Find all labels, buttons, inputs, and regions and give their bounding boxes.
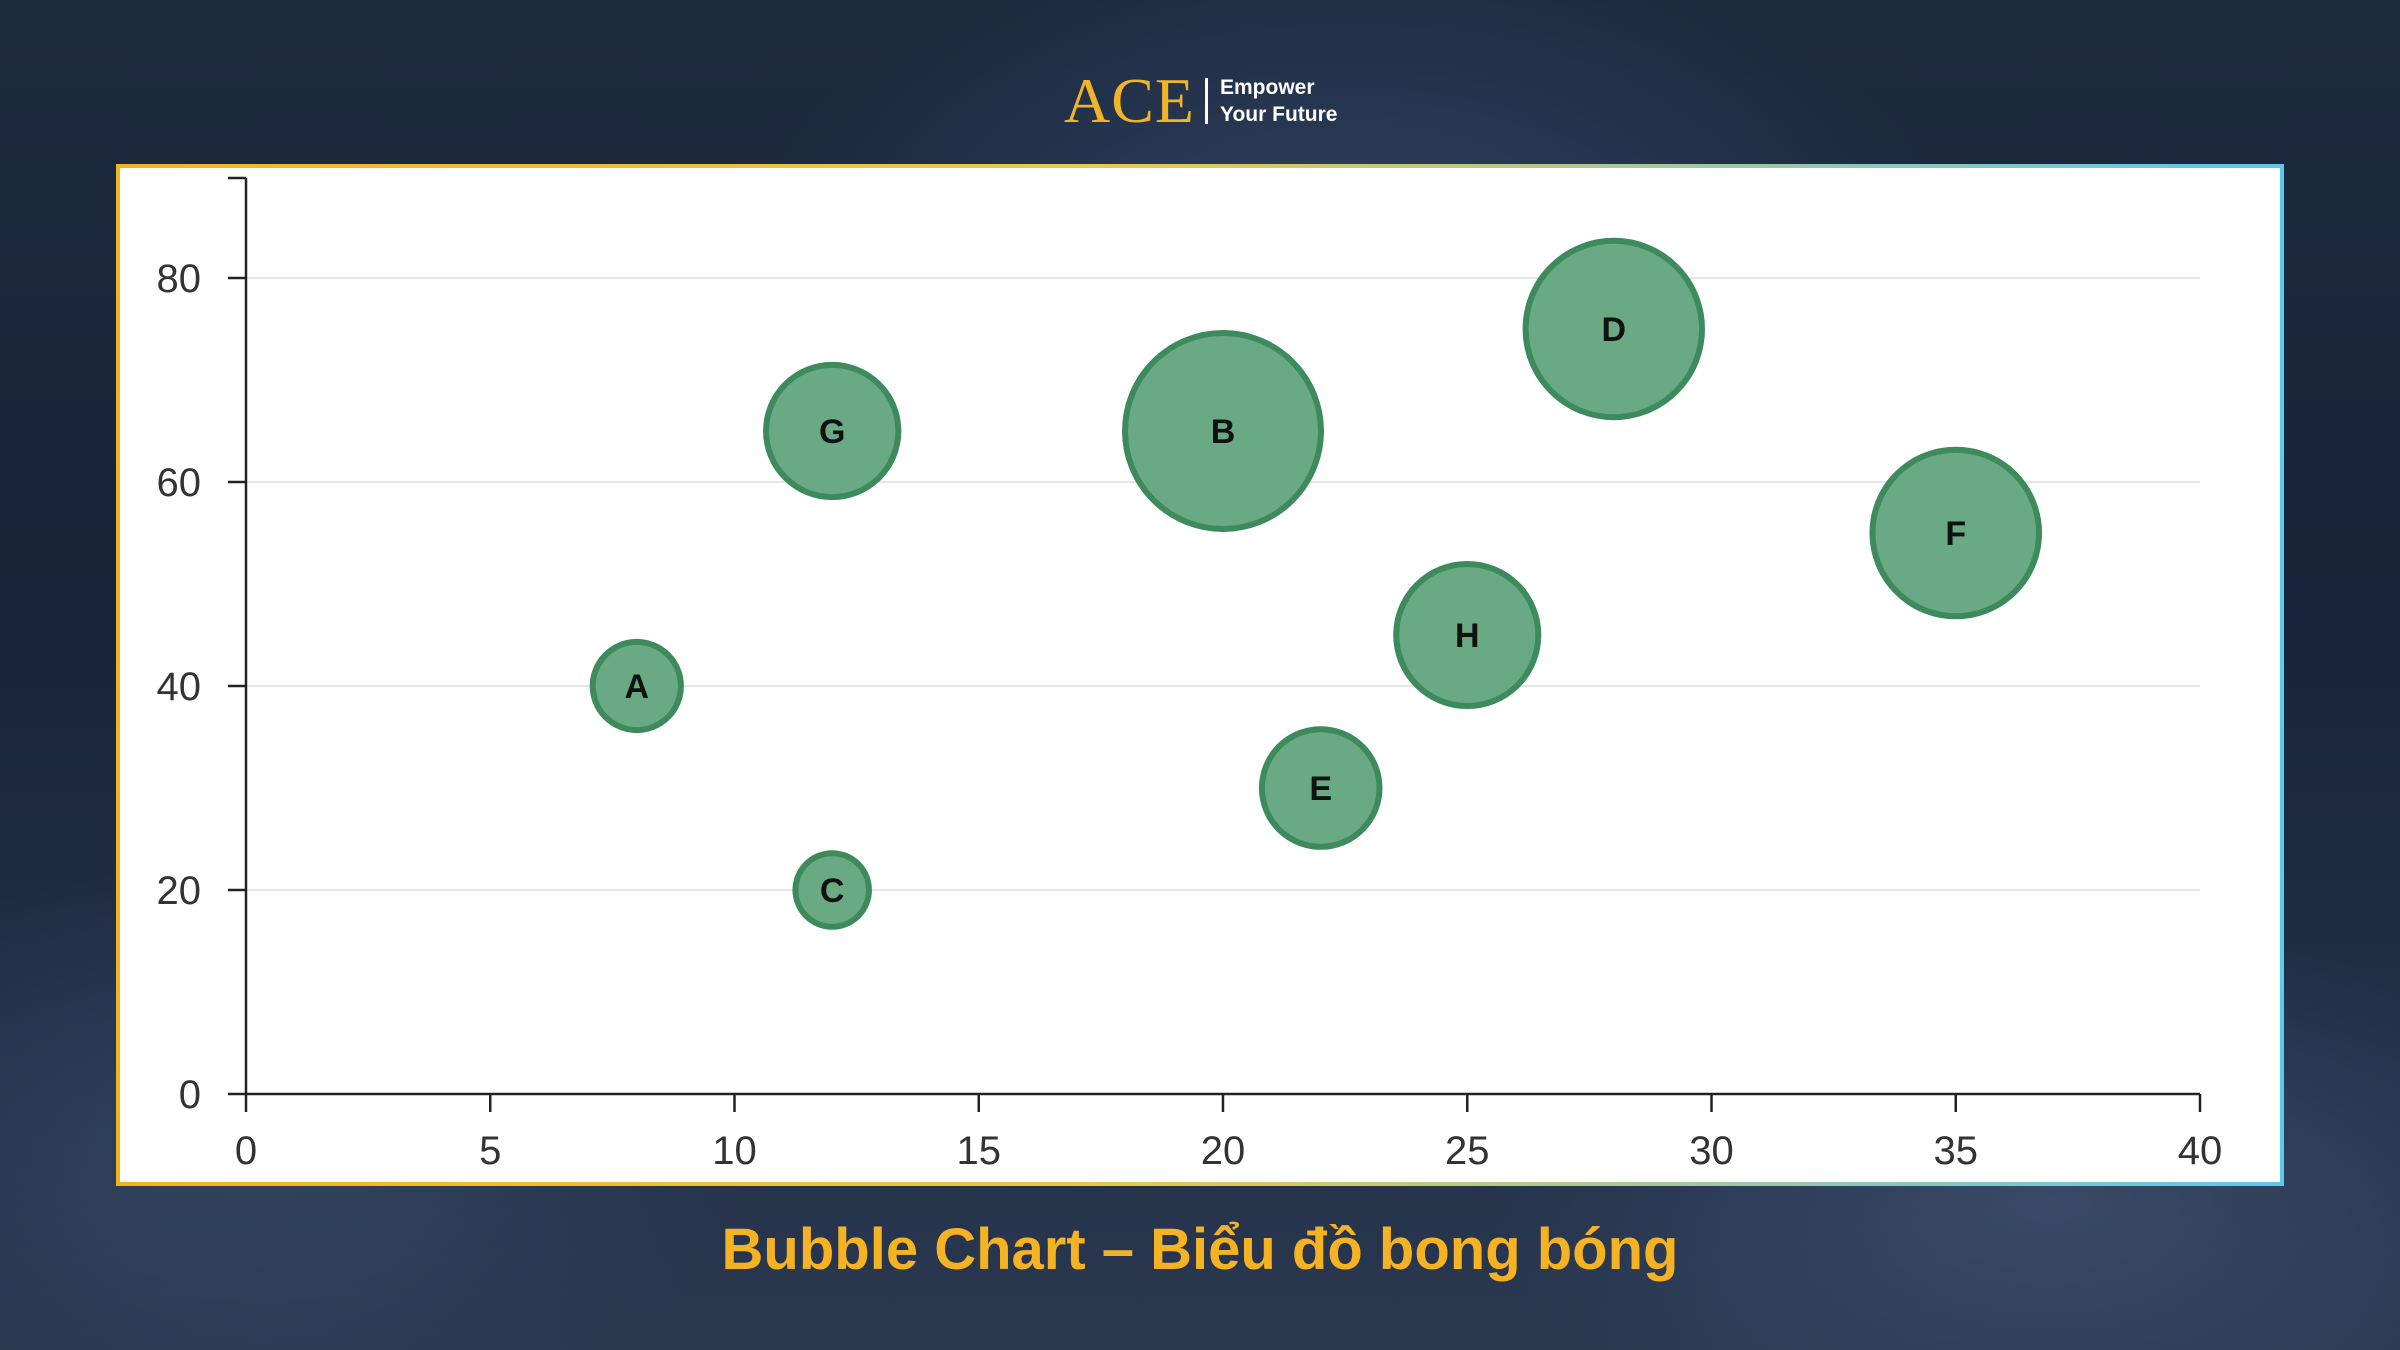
x-tick-label: 15: [957, 1129, 1002, 1173]
bubble-circle: [1522, 237, 1706, 421]
logo-divider: [1205, 78, 1208, 124]
bubble-label: A: [625, 668, 650, 706]
bubble-label: B: [1211, 413, 1236, 451]
bubble-label: D: [1602, 311, 1627, 349]
y-tick-label: 0: [179, 1073, 201, 1117]
bubble-e: E: [1258, 726, 1383, 850]
x-tick-label: 0: [235, 1129, 257, 1173]
x-tick-label: 30: [1689, 1129, 1734, 1173]
bubble-label: C: [820, 872, 845, 910]
x-tick-label: 25: [1445, 1129, 1490, 1173]
y-tick-label: 80: [157, 257, 202, 301]
bubble-b: B: [1122, 330, 1324, 532]
y-tick-label: 60: [157, 461, 202, 505]
x-tick-label: 35: [1934, 1129, 1979, 1173]
bubble-label: E: [1309, 770, 1332, 808]
bubble-label: H: [1455, 617, 1480, 655]
bubble-label: G: [819, 413, 845, 451]
x-tick-label: 40: [2178, 1129, 2223, 1173]
bubble-circle: [1122, 330, 1324, 532]
x-tick-label: 20: [1201, 1129, 1246, 1173]
bubble-label: F: [1945, 515, 1966, 553]
logo-tagline: Empower Your Future: [1220, 76, 1338, 126]
bubble-c: C: [792, 850, 872, 930]
bubble-circle: [589, 638, 684, 734]
bubbles: A B C D E F G H: [589, 237, 2043, 930]
bubble-circle: [1393, 560, 1542, 710]
brand-logo: ACE Empower Your Future: [1064, 68, 1337, 134]
logo-mark: ACE: [1064, 65, 1195, 136]
chart-frame: 0 20 40 60 80 0 5 10 15 20 25 30 35 40 A B C D E F G H: [116, 164, 2284, 1186]
x-tick-label: 10: [712, 1129, 757, 1173]
bubble-h: H: [1393, 560, 1542, 710]
bubble-circle: [763, 361, 902, 501]
x-tick-label: 5: [479, 1129, 501, 1173]
bubble-g: G: [763, 361, 902, 501]
bubble-a: A: [589, 638, 684, 734]
bubble-circle: [1258, 726, 1383, 850]
bubble-chart: 0 20 40 60 80 0 5 10 15 20 25 30 35 40 A B C D E F G H: [157, 176, 2223, 1173]
bubble-d: D: [1522, 237, 1706, 421]
y-tick-label: 40: [157, 665, 202, 709]
bubble-circle: [792, 850, 872, 930]
bubble-f: F: [1869, 446, 2043, 620]
axes: 0 20 40 60 80 0 5 10 15 20 25 30 35 40: [157, 176, 2223, 1173]
chart-caption: Bubble Chart – Biểu đồ bong bóng: [721, 1217, 1679, 1282]
y-tick-label: 20: [157, 869, 202, 913]
bubble-circle: [1869, 446, 2043, 620]
